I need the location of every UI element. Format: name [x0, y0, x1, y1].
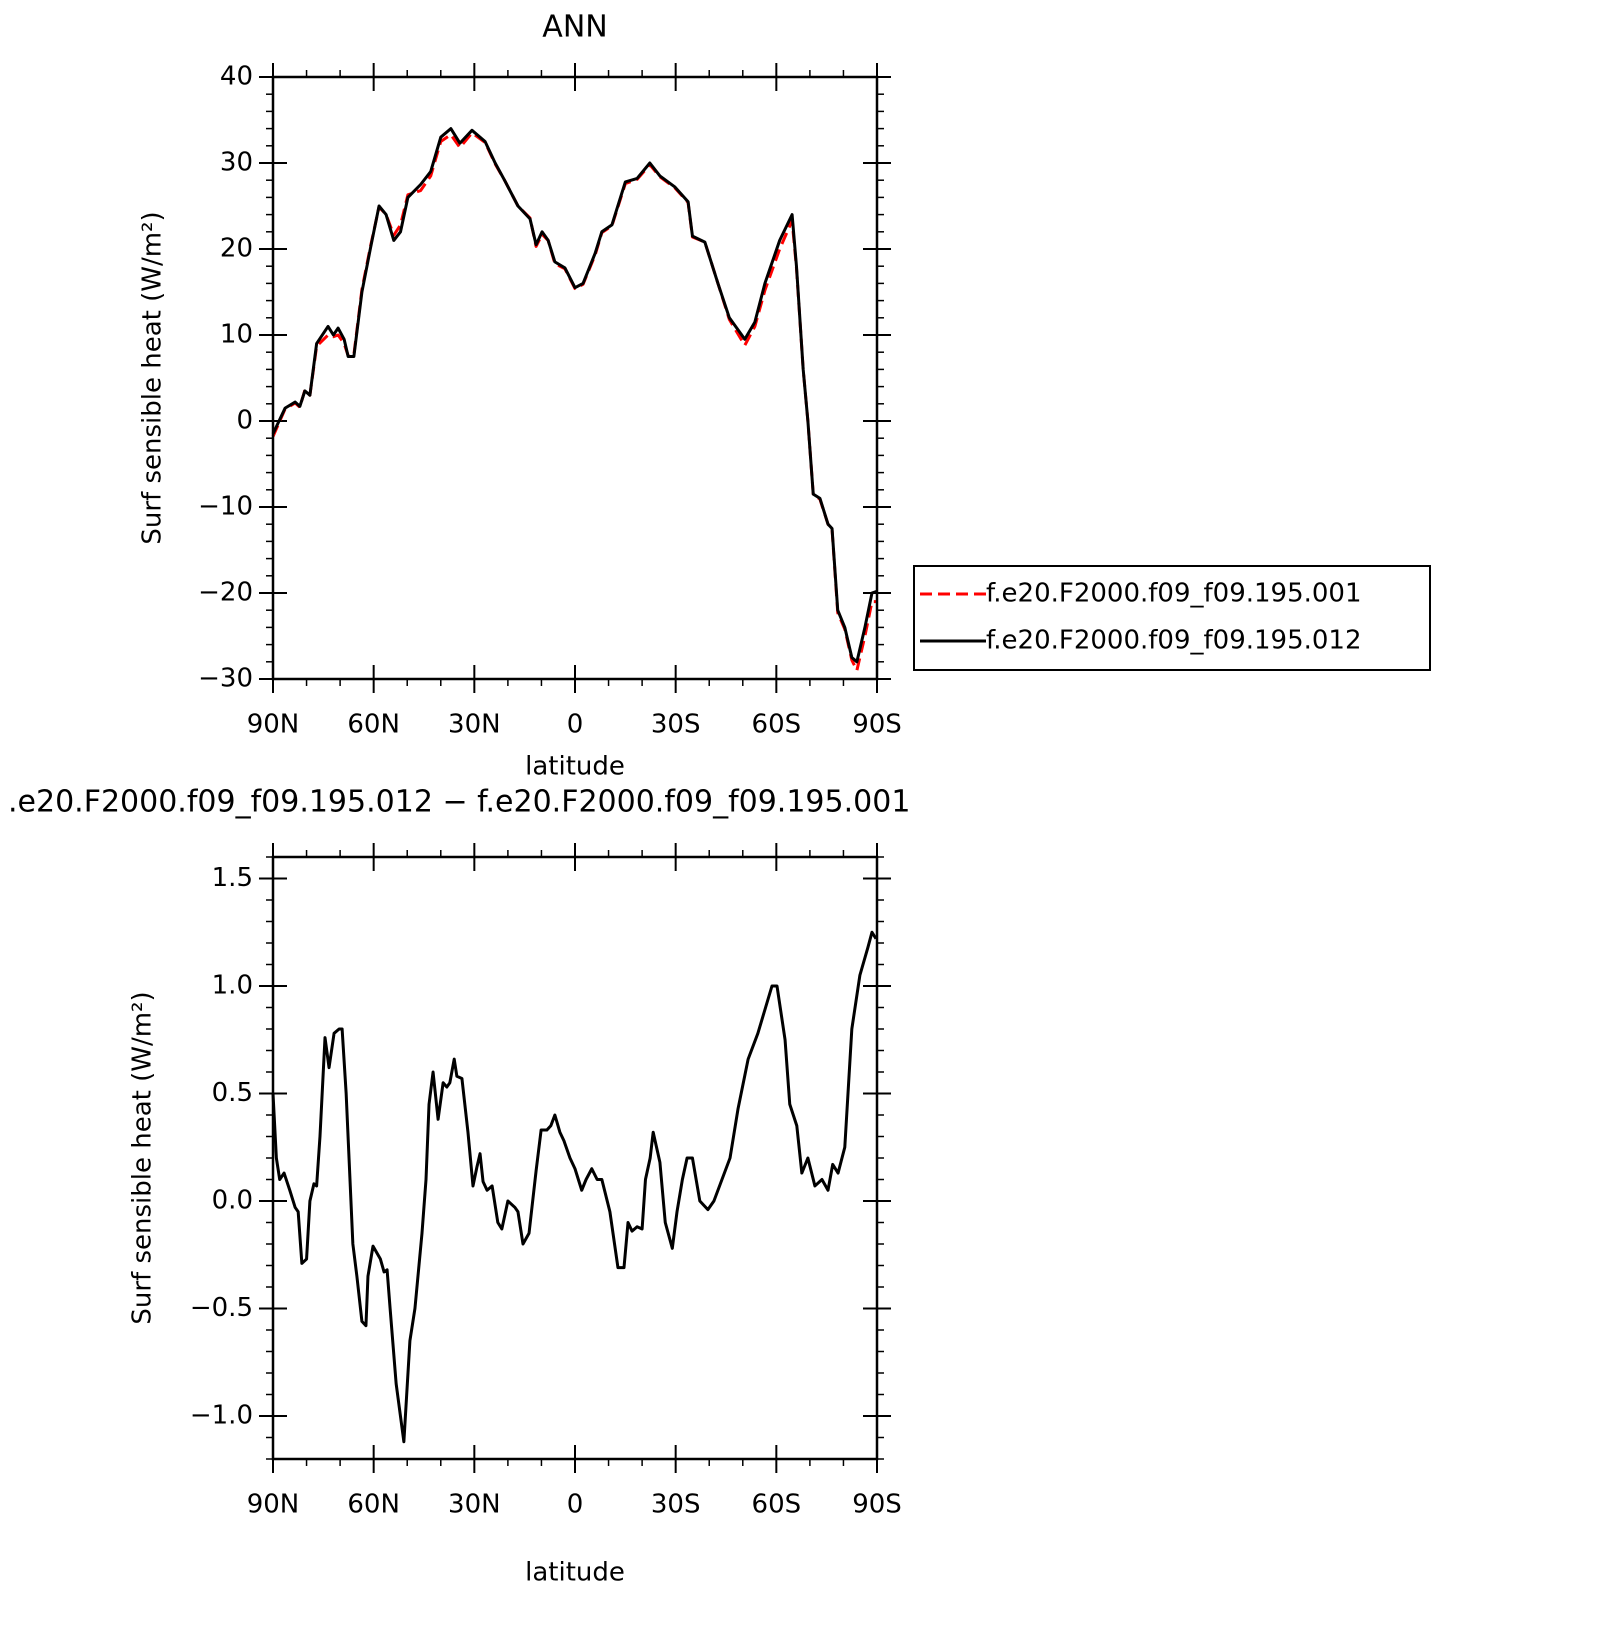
x-tick-label: 30S — [651, 1490, 701, 1520]
y-tick-label: 1.5 — [212, 863, 253, 893]
y-axis-label: Surf sensible heat (W/m²) — [138, 211, 168, 544]
y-tick-label: −1.0 — [190, 1401, 253, 1431]
legend-box — [913, 565, 1431, 671]
chart-title: .e20.F2000.f09_f09.195.012 − f.e20.F2000… — [8, 785, 910, 820]
legend-label: f.e20.F2000.f09_f09.195.012 — [986, 626, 1362, 656]
chart-title: ANN — [542, 10, 607, 45]
y-tick-label: 0 — [236, 406, 253, 436]
x-tick-label: 90S — [852, 1490, 902, 1520]
x-tick-label: 90N — [247, 1490, 300, 1520]
x-tick-label: 0 — [567, 1490, 584, 1520]
x-tick-label: 30N — [448, 710, 501, 740]
y-axis-label: Surf sensible heat (W/m²) — [128, 991, 158, 1324]
x-axis-label: latitude — [525, 1558, 625, 1588]
plot-frame — [271, 75, 879, 681]
x-tick-label: 60N — [347, 1490, 400, 1520]
y-tick-label: −10 — [198, 492, 253, 522]
y-tick-label: 10 — [220, 320, 253, 350]
data-line — [271, 127, 878, 664]
y-tick-label: −20 — [198, 578, 253, 608]
data-line — [271, 930, 878, 1444]
y-tick-label: −0.5 — [190, 1293, 253, 1323]
x-axis-label: latitude — [525, 752, 625, 782]
x-tick-label: 60N — [347, 710, 400, 740]
legend: f.e20.F2000.f09_f09.195.001 f.e20.F2000.f… — [913, 565, 1431, 671]
data-line — [271, 131, 877, 672]
plot-frame — [271, 855, 879, 1461]
y-tick-label: 20 — [220, 234, 253, 264]
x-tick-label: 90S — [852, 710, 902, 740]
y-tick-label: 0.5 — [212, 1078, 253, 1108]
y-tick-label: −30 — [198, 664, 253, 694]
y-tick-label: 0.0 — [212, 1186, 253, 1216]
chart: .e20.F2000.f09_f09.195.012 − f.e20.F2000… — [8, 785, 910, 1588]
x-tick-label: 30N — [448, 1490, 501, 1520]
x-tick-label: 60S — [752, 710, 802, 740]
y-tick-label: 40 — [220, 62, 253, 92]
y-tick-label: 1.0 — [212, 971, 253, 1001]
chart: ANN latitude Surf sensible heat (W/m²) −30 −… — [138, 10, 1431, 782]
x-tick-label: 30S — [651, 710, 701, 740]
y-tick-label: 30 — [220, 148, 253, 178]
x-tick-label: 60S — [752, 1490, 802, 1520]
x-tick-label: 90N — [247, 710, 300, 740]
legend-label: f.e20.F2000.f09_f09.195.001 — [986, 579, 1362, 609]
x-tick-label: 0 — [567, 710, 584, 740]
